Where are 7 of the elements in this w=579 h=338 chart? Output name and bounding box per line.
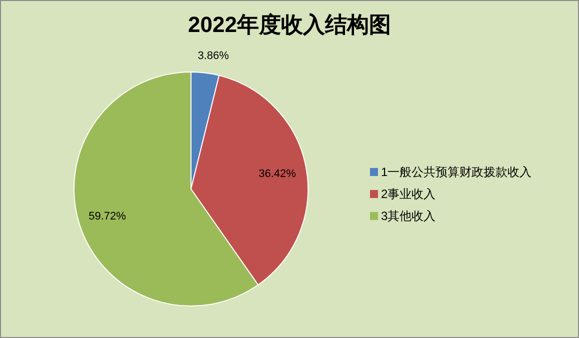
data-label: 3.86% — [198, 50, 230, 62]
legend-label: 1一般公共预算财政拨款收入 — [381, 165, 532, 179]
data-label: 36.42% — [258, 168, 296, 180]
chart-title: 2022年度收入结构图 — [188, 12, 391, 37]
data-label: 59.72% — [88, 210, 126, 222]
legend-label: 2事业收入 — [381, 187, 436, 201]
legend-label: 3其他收入 — [381, 209, 436, 223]
